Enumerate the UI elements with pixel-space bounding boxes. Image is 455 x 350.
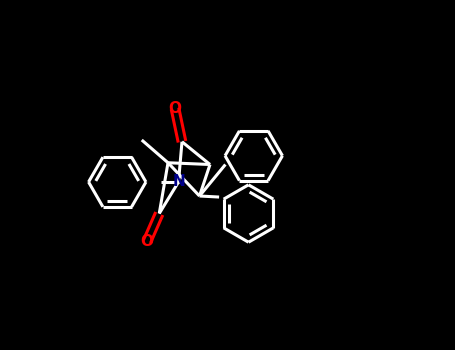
Text: O: O (141, 234, 153, 249)
Text: O: O (168, 101, 182, 116)
Text: N: N (172, 175, 185, 189)
